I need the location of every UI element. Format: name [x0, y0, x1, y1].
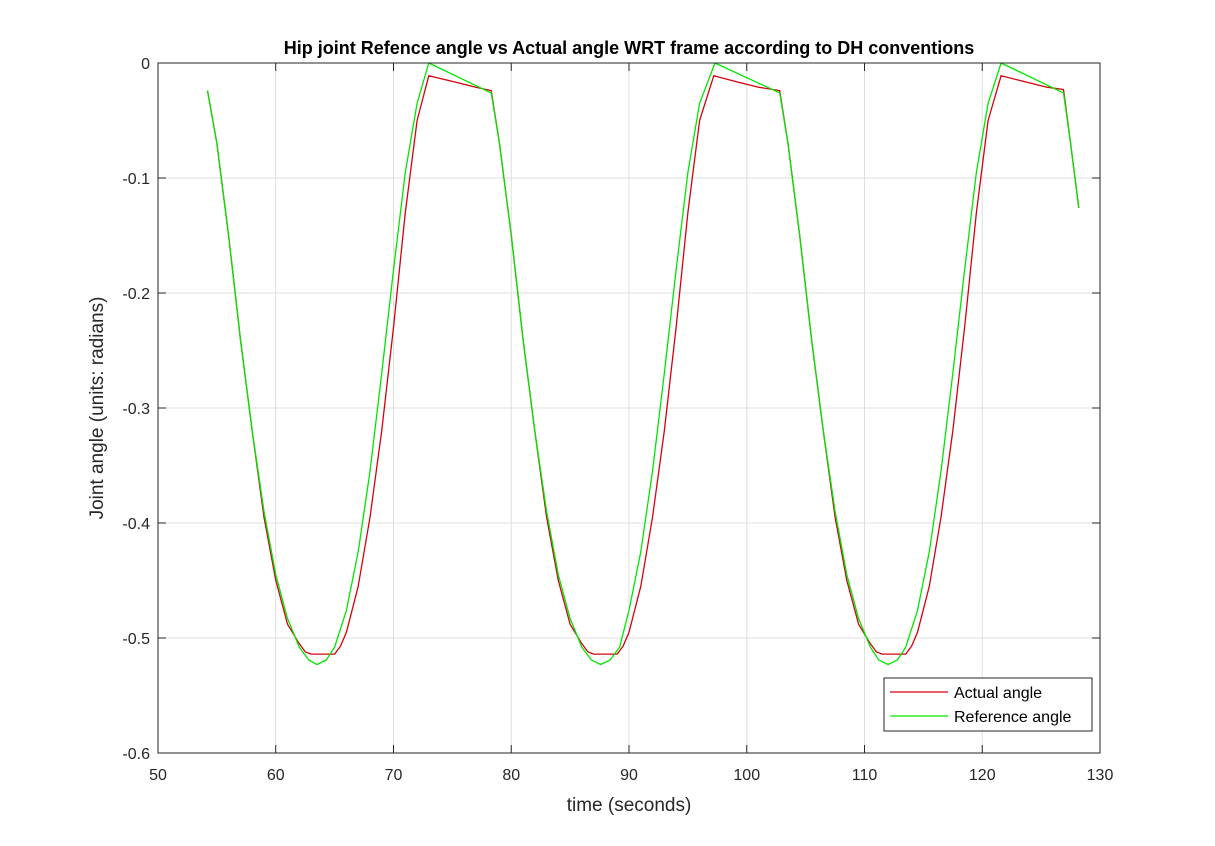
- y-tick-label: -0.6: [122, 746, 150, 763]
- y-axis-label: Joint angle (units: radians): [87, 297, 108, 520]
- x-tick-label: 110: [852, 767, 878, 784]
- x-tick-label: 120: [969, 767, 996, 784]
- x-tick-label: 50: [149, 767, 167, 784]
- x-tick-label: 60: [267, 767, 285, 784]
- y-tick-label: -0.3: [122, 401, 150, 418]
- series-line-actual-angle: [206, 75, 1080, 655]
- chart-title: Hip joint Refence angle vs Actual angle …: [284, 38, 974, 58]
- x-tick-label: 130: [1087, 767, 1114, 784]
- x-tick-label: 100: [733, 767, 760, 784]
- legend-box: [883, 677, 1093, 732]
- ticks: [157, 62, 1101, 754]
- series-line-reference-angle: [206, 62, 1080, 666]
- legend: Actual angle Reference angle: [883, 677, 1093, 732]
- x-tick-label: 90: [620, 767, 638, 784]
- y-tick-label: -0.2: [122, 286, 150, 303]
- x-tick-label: 80: [502, 767, 520, 784]
- y-tick-label: -0.4: [122, 516, 150, 533]
- legend-label-actual-angle: Actual angle: [954, 685, 1042, 702]
- y-tick-label: -0.1: [122, 171, 150, 188]
- y-tick-label: -0.5: [122, 631, 150, 648]
- tick-labels: 50 60 70 80 90 100 110 120 130 0 -0.1 -0.2 -0.3 -0.4 -…: [122, 56, 1113, 784]
- y-tick-label: 0: [141, 56, 150, 73]
- series-group: [206, 62, 1080, 666]
- x-tick-label: 70: [385, 767, 403, 784]
- x-axis-label: time (seconds): [567, 795, 692, 816]
- legend-label-reference-angle: Reference angle: [954, 709, 1072, 726]
